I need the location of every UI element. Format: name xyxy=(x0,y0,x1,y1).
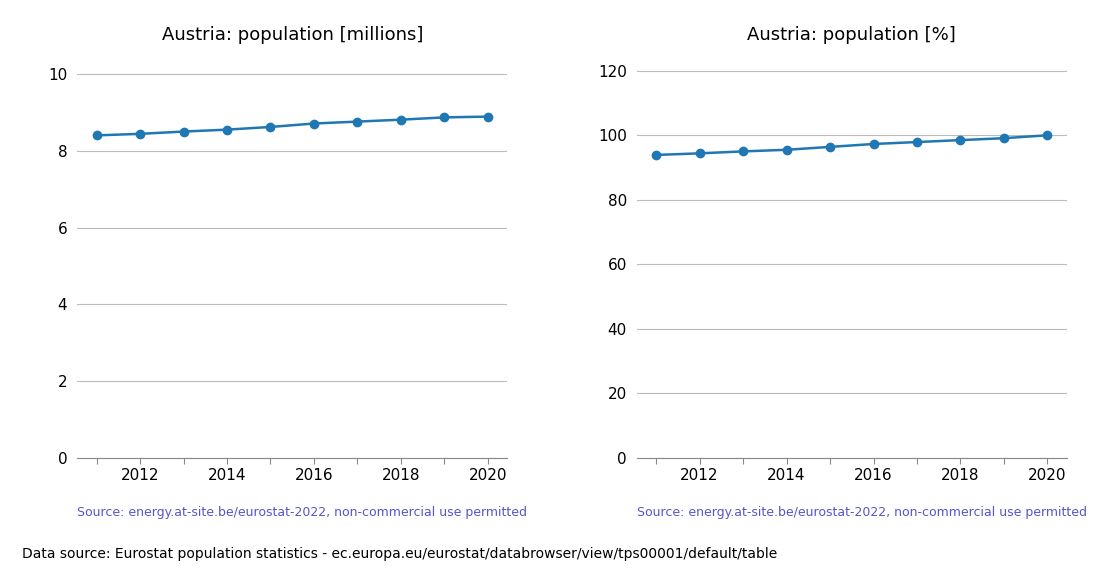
Title: Austria: population [%]: Austria: population [%] xyxy=(747,26,956,45)
Text: Data source: Eurostat population statistics - ec.europa.eu/eurostat/databrowser/: Data source: Eurostat population statist… xyxy=(22,547,778,561)
Text: Source: energy.at-site.be/eurostat-2022, non-commercial use permitted: Source: energy.at-site.be/eurostat-2022,… xyxy=(637,506,1087,519)
Title: Austria: population [millions]: Austria: population [millions] xyxy=(162,26,422,45)
Text: Source: energy.at-site.be/eurostat-2022, non-commercial use permitted: Source: energy.at-site.be/eurostat-2022,… xyxy=(77,506,527,519)
